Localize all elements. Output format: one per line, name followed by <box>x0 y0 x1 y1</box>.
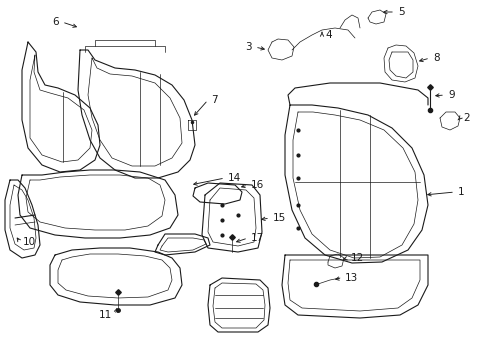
Polygon shape <box>383 45 417 82</box>
Polygon shape <box>18 170 178 238</box>
Polygon shape <box>267 39 293 60</box>
Polygon shape <box>155 234 209 255</box>
Text: 15: 15 <box>272 213 285 223</box>
Text: 11: 11 <box>99 310 112 320</box>
Text: 1: 1 <box>457 187 464 197</box>
Text: 9: 9 <box>447 90 454 100</box>
Text: 6: 6 <box>52 17 59 27</box>
Text: 3: 3 <box>245 42 251 52</box>
Text: 10: 10 <box>23 237 36 247</box>
Text: 8: 8 <box>432 53 439 63</box>
Polygon shape <box>367 10 385 24</box>
Text: 2: 2 <box>462 113 468 123</box>
Text: 5: 5 <box>397 7 404 17</box>
Polygon shape <box>193 183 242 204</box>
Text: 17: 17 <box>250 233 264 243</box>
Polygon shape <box>5 180 40 258</box>
Text: 16: 16 <box>250 180 264 190</box>
Text: 14: 14 <box>227 173 241 183</box>
Text: 4: 4 <box>325 30 331 40</box>
Text: 13: 13 <box>345 273 358 283</box>
Polygon shape <box>22 42 100 172</box>
Polygon shape <box>50 248 182 305</box>
Polygon shape <box>207 278 269 332</box>
Polygon shape <box>327 254 343 268</box>
Polygon shape <box>439 112 459 130</box>
Text: 7: 7 <box>210 95 217 105</box>
Polygon shape <box>285 105 427 263</box>
Text: 12: 12 <box>350 253 364 263</box>
Polygon shape <box>78 50 195 178</box>
Polygon shape <box>202 183 262 252</box>
